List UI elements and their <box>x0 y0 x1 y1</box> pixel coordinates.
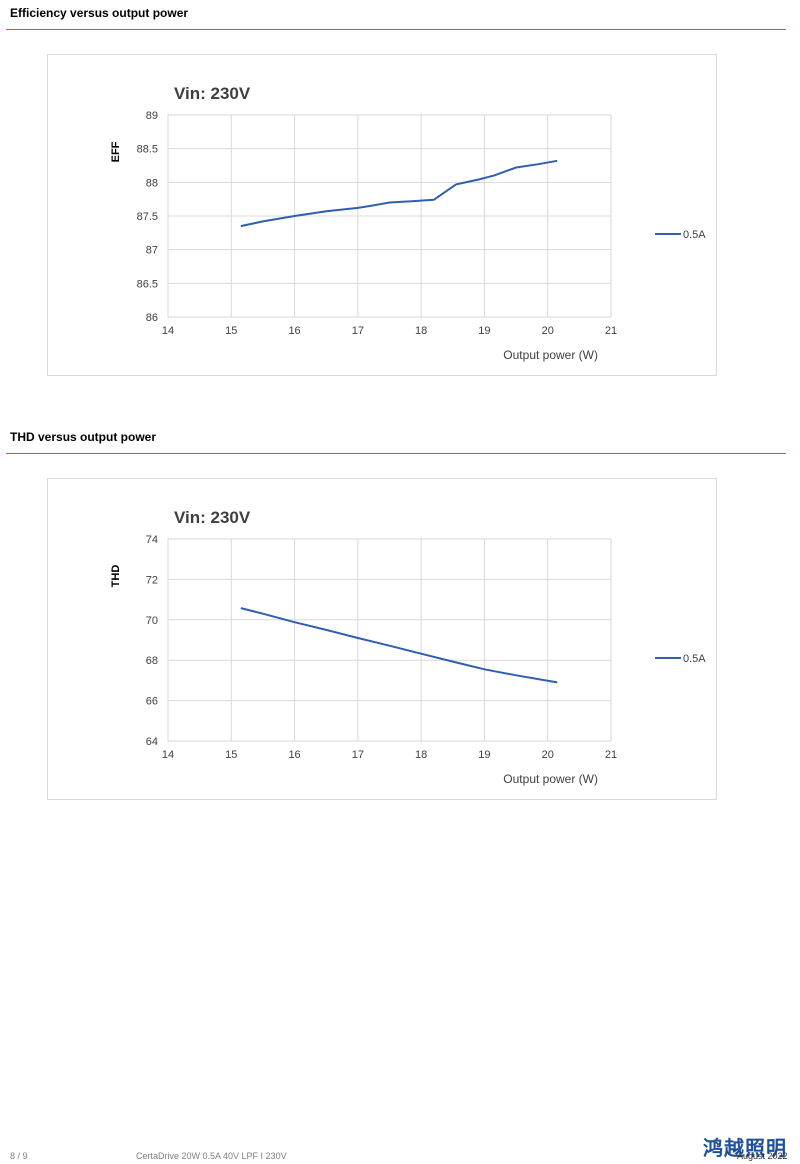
series-line <box>240 159 558 228</box>
x-tick-label: 18 <box>415 325 427 337</box>
chart-title: Vin: 230V <box>174 84 251 103</box>
y-tick-label: 89 <box>146 110 158 122</box>
section-divider <box>6 453 786 454</box>
company-logo: 鸿越照明 <box>703 1136 787 1160</box>
y-tick-label: 64 <box>146 736 158 748</box>
document-name: CertaDrive 20W 0.5A 40V LPF I 230V <box>136 1151 287 1161</box>
x-tick-label: 16 <box>288 325 300 337</box>
x-tick-label: 16 <box>288 749 300 761</box>
x-tick-label: 15 <box>225 749 237 761</box>
chart-efficiency: Vin: 230V 14 15 16 17 18 19 20 21 86 86.5 87 87.5 88 8… <box>47 54 717 376</box>
x-tick-label: 21 <box>605 749 617 761</box>
x-tick-label: 18 <box>415 749 427 761</box>
y-tick-label: 86 <box>146 312 158 324</box>
x-tick-label: 20 <box>542 325 554 337</box>
chart-title: Vin: 230V <box>174 508 251 527</box>
section-title-efficiency: Efficiency versus output power <box>10 6 189 20</box>
y-tick-label: 68 <box>146 655 158 667</box>
y-tick-label: 88 <box>146 177 158 189</box>
x-tick-label: 14 <box>162 325 174 337</box>
x-axis-label: Output power (W) <box>503 348 598 362</box>
chart-thd-svg: Vin: 230V 14 15 16 17 18 19 20 21 64 66 68 70 72 74 Out… <box>110 508 706 786</box>
page-number: 8 / 9 <box>10 1151 28 1161</box>
series-line <box>240 607 558 684</box>
y-tick-label: 87 <box>146 245 158 257</box>
y-tick-label: 88.5 <box>137 144 158 156</box>
y-tick-label: 74 <box>146 534 158 546</box>
x-tick-label: 14 <box>162 749 174 761</box>
y-tick-label: 66 <box>146 696 158 708</box>
y-axis-label: THD <box>110 565 122 588</box>
x-tick-label: 21 <box>605 325 617 337</box>
x-tick-label: 17 <box>352 325 364 337</box>
x-tick-label: 19 <box>478 325 490 337</box>
section-divider <box>6 29 786 30</box>
y-axis-label: EFF <box>110 141 122 162</box>
chart-thd: Vin: 230V 14 15 16 17 18 19 20 21 64 66 68 70 72 74 Out… <box>47 478 717 800</box>
y-tick-label: 86.5 <box>137 278 158 290</box>
section-title-thd: THD versus output power <box>10 430 157 444</box>
x-tick-label: 20 <box>542 749 554 761</box>
x-tick-label: 15 <box>225 325 237 337</box>
x-tick-label: 17 <box>352 749 364 761</box>
x-tick-label: 19 <box>478 749 490 761</box>
y-tick-label: 87.5 <box>137 211 158 223</box>
legend-label: 0.5A <box>683 653 706 665</box>
y-tick-label: 72 <box>146 574 158 586</box>
document-date: August 2022 <box>737 1151 788 1161</box>
x-axis-label: Output power (W) <box>503 772 598 786</box>
y-tick-label: 70 <box>146 615 158 627</box>
legend-label: 0.5A <box>683 229 706 241</box>
chart-efficiency-svg: Vin: 230V 14 15 16 17 18 19 20 21 86 86.5 87 87.5 88 8… <box>110 84 706 362</box>
